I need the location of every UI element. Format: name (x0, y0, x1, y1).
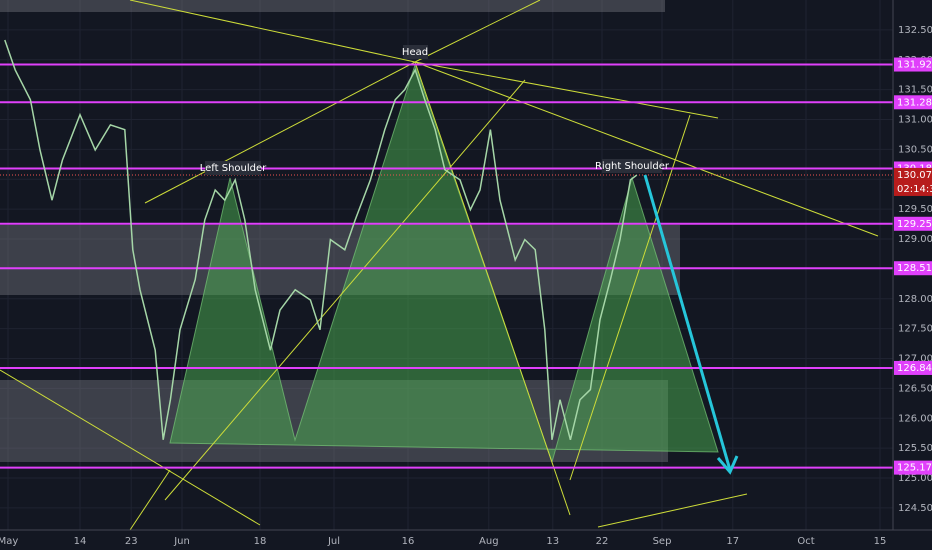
label-bg (602, 159, 662, 173)
x-tick-label: Jul (327, 536, 340, 547)
trend-lines (0, 0, 879, 531)
annotation: Head (402, 47, 428, 58)
x-tick-label: May (0, 536, 18, 547)
level-label: 128.511 (897, 263, 932, 274)
level-label: 125.174 (897, 463, 932, 474)
y-tick-label: 130.500 (898, 144, 932, 155)
y-tick-label: 126.000 (898, 413, 932, 424)
level-label: 126.842 (897, 363, 932, 374)
y-tick-label: 125.500 (898, 443, 932, 454)
label-bg (403, 45, 428, 59)
series (4, 39, 638, 440)
level-label: 131.920 (897, 60, 932, 71)
x-tick-label: 15 (874, 536, 887, 547)
last-price-label: 130.072 (897, 170, 932, 181)
label-bg (205, 161, 261, 175)
y-tick-label: 124.500 (898, 503, 932, 514)
y-tick-label: 129.000 (898, 234, 932, 245)
arrow (643, 174, 732, 471)
arrow-head (716, 455, 739, 475)
x-tick-label: 18 (254, 536, 267, 547)
level-label-bg (894, 57, 932, 72)
countdown: 02:14:36 (897, 184, 932, 195)
level-label: 131.288 (897, 97, 932, 108)
level-label-bg (894, 261, 932, 276)
zone (0, 0, 665, 12)
y-tick-label: 132.500 (898, 25, 932, 36)
zone (0, 225, 680, 295)
annotation: Right Shoulder (595, 161, 670, 172)
y-tick-label: 128.000 (898, 294, 932, 305)
x-tick-label: Aug (479, 536, 499, 547)
axes: 124.500 125.000 125.500 126.000 126.500 127.0… (0, 25, 932, 547)
y-tick-label: 127.500 (898, 324, 932, 335)
x-tick-label: Jun (173, 536, 190, 547)
x-tick-label: 14 (74, 536, 87, 547)
x-tick-label: 23 (125, 536, 138, 547)
level-label-bg (894, 360, 932, 375)
annotation: Left Shoulder (200, 163, 267, 174)
last-price-bg (894, 167, 932, 196)
y-tick-label: 125.000 (898, 473, 932, 484)
levels (0, 63, 893, 469)
x-tick-label: 16 (402, 536, 415, 547)
y-tick-label: 131.000 (898, 115, 932, 126)
level-label-bg (894, 95, 932, 110)
y-tick-label: 126.500 (898, 383, 932, 394)
x-tick-label: 22 (596, 536, 609, 547)
x-tick-label: Sep (653, 536, 672, 547)
x-tick-label: 13 (546, 536, 559, 547)
y-tick-label: 131.500 (898, 85, 932, 96)
x-tick-label: Oct (797, 536, 814, 547)
price-line (4, 39, 638, 440)
y-tick-label: 129.500 (898, 204, 932, 215)
level-label-bg (894, 460, 932, 475)
level-label-bg (894, 216, 932, 231)
y-tick-label: 127.000 (898, 354, 932, 365)
x-tick-label: 17 (726, 536, 739, 547)
level-label: 129.255 (897, 219, 932, 230)
